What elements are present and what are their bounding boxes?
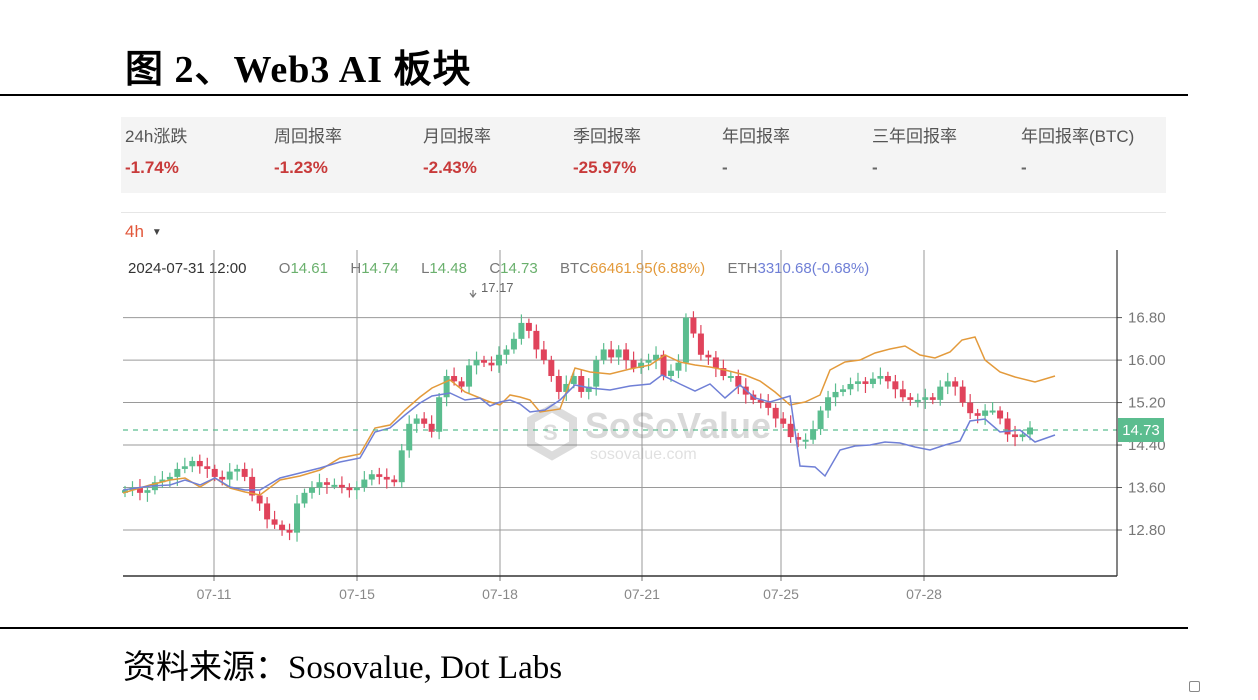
high-value: 14.74 bbox=[361, 260, 399, 277]
btc-label: BTC bbox=[560, 260, 591, 277]
svg-text:07-11: 07-11 bbox=[197, 586, 232, 602]
stat-value: - bbox=[722, 158, 728, 177]
svg-text:15.20: 15.20 bbox=[1128, 395, 1166, 412]
stat-value: -1.23% bbox=[274, 158, 328, 177]
svg-text:12.80: 12.80 bbox=[1128, 522, 1166, 539]
svg-text:13.60: 13.60 bbox=[1128, 480, 1166, 497]
stat-value: -25.97% bbox=[573, 158, 637, 177]
stat-label: 月回报率 bbox=[423, 127, 491, 146]
last-price-tag: 14.73 bbox=[1118, 418, 1164, 442]
figure-title: 图 2、Web3 AI 板块 bbox=[125, 49, 472, 91]
svg-text:sosovalue.com: sosovalue.com bbox=[590, 446, 697, 463]
close-label: C bbox=[489, 260, 501, 277]
stat-label: 24h涨跌 bbox=[125, 127, 188, 146]
btc-value: 66461.95(6.88%) bbox=[590, 260, 706, 277]
interval-label: 4h bbox=[125, 222, 144, 241]
interval-selector[interactable]: 4h ▼ bbox=[125, 222, 162, 242]
source-caption: 资料来源：Sosovalue, Dot Labs bbox=[123, 650, 563, 686]
bottom-rule bbox=[0, 627, 1188, 629]
eth-value: 3310.68(-0.68%) bbox=[757, 260, 870, 277]
svg-text:16.00: 16.00 bbox=[1128, 352, 1166, 369]
svg-text:S: S bbox=[543, 420, 558, 445]
eth-label: ETH bbox=[727, 260, 758, 277]
stat-label: 年回报率(BTC) bbox=[1021, 127, 1135, 146]
eth-line bbox=[122, 374, 1056, 491]
x-axis: 07-11 07-15 07-18 07-21 07-25 07-28 bbox=[123, 575, 1117, 602]
svg-text:07-15: 07-15 bbox=[339, 586, 375, 602]
top-rule bbox=[0, 94, 1188, 96]
svg-text:07-18: 07-18 bbox=[482, 586, 518, 602]
high-label: H bbox=[350, 260, 362, 277]
svg-text:14.73: 14.73 bbox=[1122, 422, 1160, 439]
sosovalue-watermark: S SoSoValue sosovalue.com bbox=[527, 403, 771, 463]
close-value: 14.73 bbox=[500, 260, 538, 277]
svg-text:07-25: 07-25 bbox=[763, 586, 799, 602]
low-label: L bbox=[421, 260, 430, 277]
btc-line bbox=[122, 336, 1056, 496]
divider bbox=[121, 212, 1166, 213]
stat-value: -1.74% bbox=[125, 158, 179, 177]
stat-value: -2.43% bbox=[423, 158, 477, 177]
returns-summary-panel: 24h涨跌 -1.74% 周回报率 -1.23% 月回报率 -2.43% 季回报… bbox=[121, 117, 1166, 193]
svg-text:16.80: 16.80 bbox=[1128, 310, 1166, 327]
stat-value: - bbox=[1021, 158, 1027, 177]
stat-label: 季回报率 bbox=[573, 127, 641, 146]
low-value: 14.48 bbox=[429, 260, 467, 277]
ohlc-legend: 2024-07-31 12:00 O14.61 H14.74 L14.48 C1… bbox=[128, 260, 869, 277]
svg-text:SoSoValue: SoSoValue bbox=[585, 405, 771, 446]
ohlc-datetime: 2024-07-31 12:00 bbox=[128, 260, 247, 277]
svg-text:07-21: 07-21 bbox=[624, 586, 660, 602]
candles bbox=[122, 311, 1033, 542]
max-annotation: 17.17 bbox=[469, 280, 514, 298]
caret-down-icon: ▼ bbox=[151, 227, 162, 238]
open-label: O bbox=[278, 260, 291, 277]
stat-value: - bbox=[872, 158, 878, 177]
svg-text:07-28: 07-28 bbox=[906, 586, 942, 602]
open-value: 14.61 bbox=[290, 260, 328, 277]
svg-text:17.17: 17.17 bbox=[481, 280, 514, 295]
stat-label: 年回报率 bbox=[722, 127, 790, 146]
stat-label: 周回报率 bbox=[274, 127, 342, 146]
resize-handle-icon[interactable] bbox=[1189, 681, 1200, 692]
stat-label: 三年回报率 bbox=[872, 127, 957, 146]
